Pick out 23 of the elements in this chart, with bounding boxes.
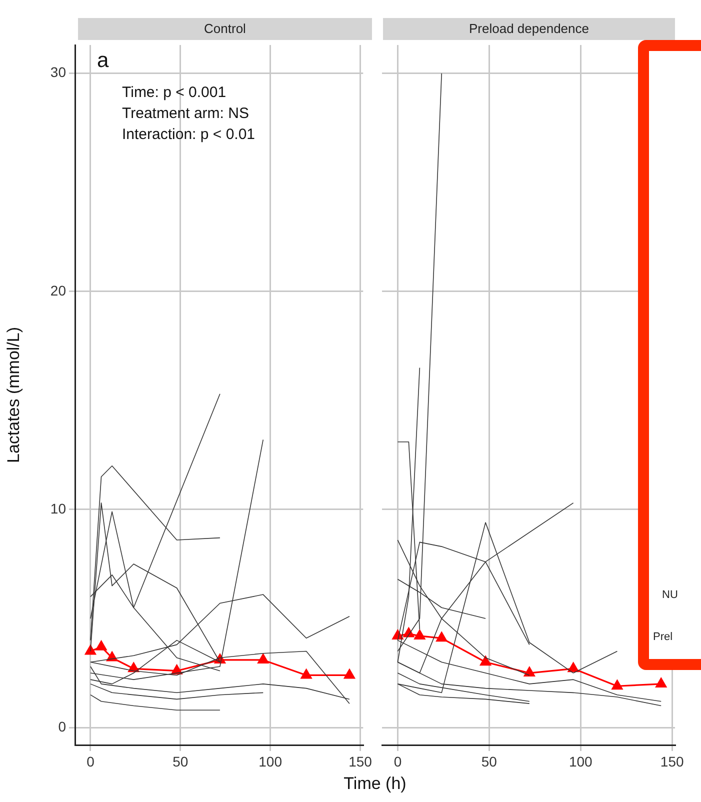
y-tick-label: 0 xyxy=(58,718,66,734)
y-tick-label: 10 xyxy=(50,500,66,516)
annotation: a xyxy=(97,49,109,72)
x-tick-label: 50 xyxy=(481,753,498,770)
chart-title: Preload dependence xyxy=(383,18,675,40)
annotation: Treatment arm: NS xyxy=(122,105,249,122)
x-tick-label: 150 xyxy=(660,753,684,770)
y-tick-label: 20 xyxy=(50,282,66,298)
y-axis-title: Lactates (mmol/L) xyxy=(4,326,23,464)
chart-title: Control xyxy=(78,18,372,40)
x-tick-label: 150 xyxy=(348,753,372,770)
annotation: Prel xyxy=(653,631,673,643)
x-axis-title: Time (h) xyxy=(344,774,406,794)
x-tick-label: 50 xyxy=(172,753,188,770)
x-tick-label: 0 xyxy=(394,753,402,770)
annotation: Time: p < 0.001 xyxy=(122,84,226,101)
x-tick-label: 100 xyxy=(258,753,282,770)
annotation: Interaction: p < 0.01 xyxy=(122,126,256,143)
x-tick-label: 0 xyxy=(86,753,95,770)
annotation: NU xyxy=(662,589,678,601)
highlight-frame: NU Prel xyxy=(638,40,701,670)
x-tick-label: 100 xyxy=(568,753,593,770)
y-tick-label: 30 xyxy=(50,64,66,80)
